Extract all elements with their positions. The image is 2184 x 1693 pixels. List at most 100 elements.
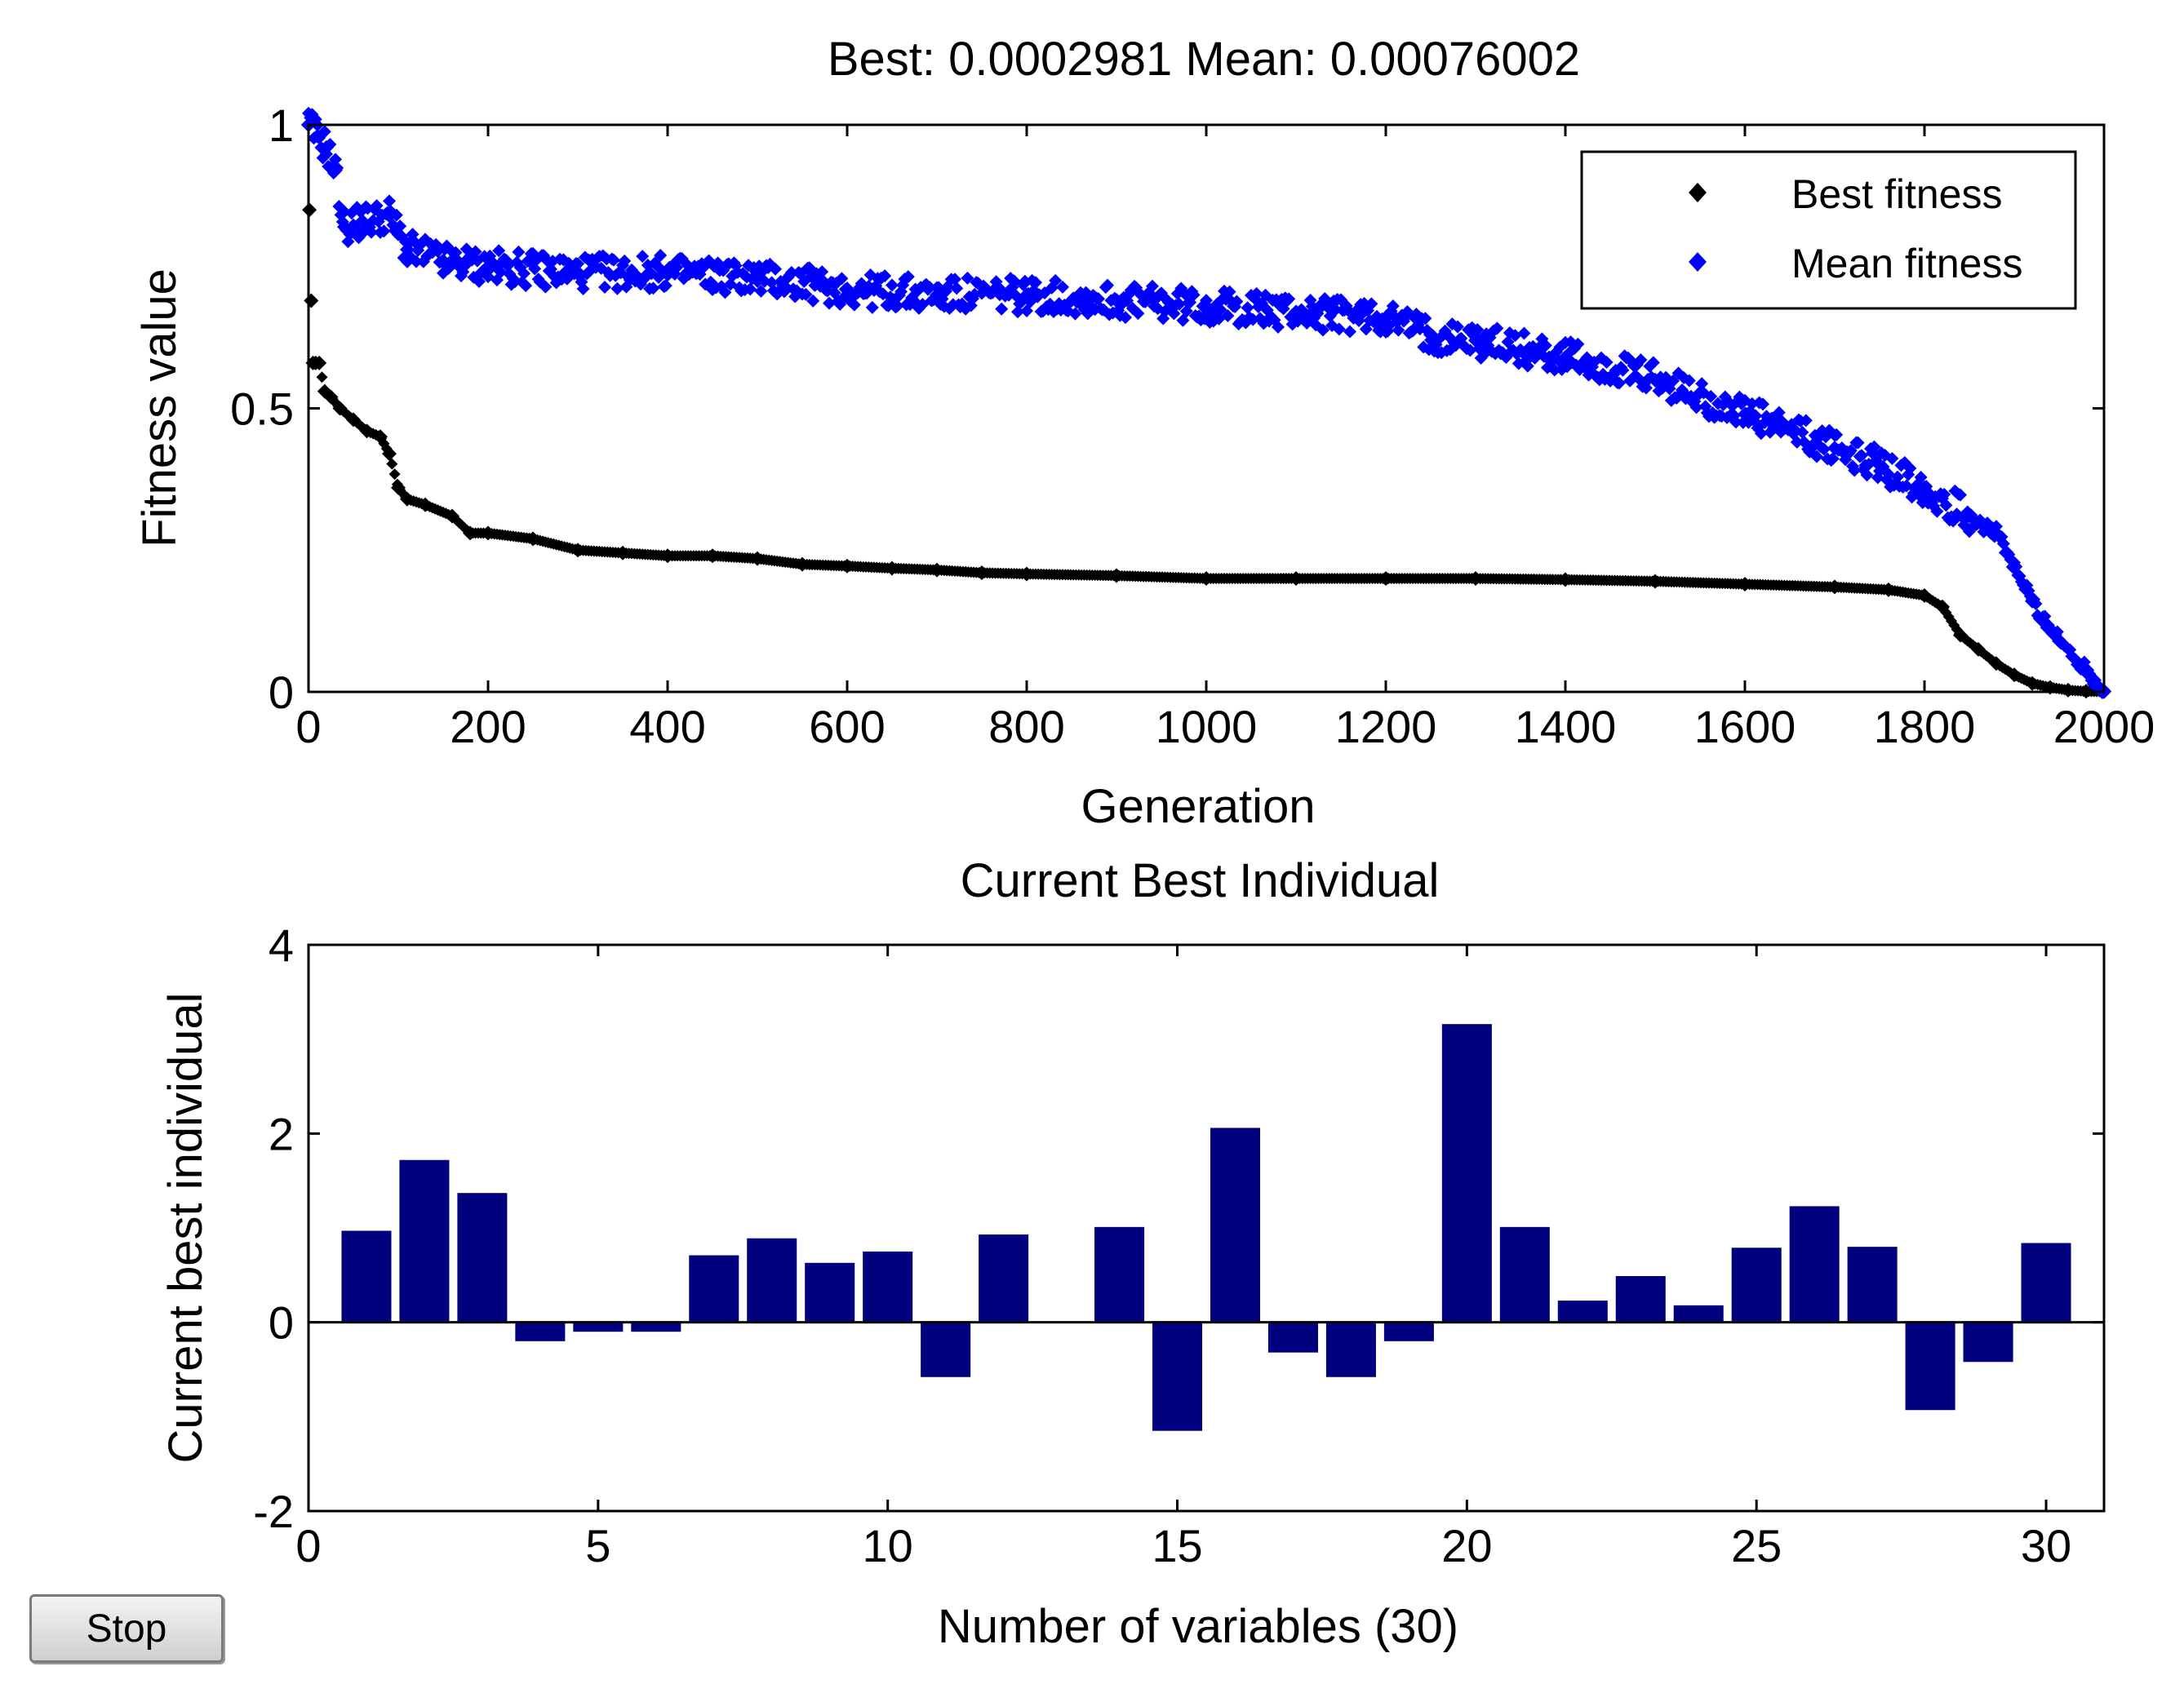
- data-point: [539, 280, 553, 294]
- data-point: [646, 281, 660, 295]
- data-point: [784, 265, 798, 279]
- bar: [631, 1322, 681, 1332]
- data-point: [388, 468, 401, 481]
- best-individual-y-axis-label: Current best individual: [159, 992, 212, 1463]
- data-point: [305, 295, 317, 307]
- fitness-legend: Best fitness Mean fitness: [1580, 150, 2077, 310]
- data-point: [1790, 435, 1804, 449]
- bar: [1267, 1322, 1318, 1353]
- x-tick-label: 200: [450, 701, 526, 752]
- data-point: [1214, 303, 1227, 317]
- data-point: [1810, 450, 1823, 463]
- best-individual-chart: Current Best Individual 0 5 10 15 20 25 30-202…: [159, 854, 2106, 1653]
- best-individual-bars: [341, 1024, 2071, 1431]
- data-point: [1282, 292, 1296, 306]
- data-point: [1848, 463, 1862, 477]
- data-point: [948, 273, 961, 286]
- bar: [573, 1322, 624, 1332]
- bar: [1963, 1322, 2013, 1363]
- data-point: [1386, 299, 1400, 313]
- data-point: [1891, 470, 1904, 484]
- data-point: [1646, 356, 1660, 370]
- data-point: [1817, 442, 1831, 456]
- data-point: [886, 278, 899, 292]
- legend-best-label: Best fitness: [1791, 171, 2002, 217]
- bar: [2021, 1243, 2071, 1323]
- data-point: [865, 300, 879, 314]
- x-tick-label: 2000: [2053, 701, 2155, 752]
- stop-button[interactable]: Stop: [29, 1594, 224, 1663]
- data-point: [377, 224, 391, 238]
- data-point: [323, 137, 337, 151]
- data-point: [1799, 414, 1813, 428]
- data-point: [1930, 504, 1944, 518]
- data-point: [923, 281, 937, 295]
- data-point: [1796, 425, 1809, 439]
- data-point: [1667, 374, 1680, 388]
- data-point: [961, 271, 974, 285]
- bar: [747, 1238, 797, 1323]
- data-point: [1101, 278, 1114, 292]
- bar: [689, 1255, 739, 1323]
- x-tick-label: 1800: [1874, 701, 1976, 752]
- bar: [1905, 1322, 1955, 1411]
- data-point: [1616, 363, 1630, 377]
- best-individual-plot-frame: [307, 943, 2106, 1513]
- legend-mean-label: Mean fitness: [1791, 241, 2022, 286]
- bar: [399, 1159, 450, 1323]
- data-point: [1471, 322, 1485, 336]
- data-point: [393, 219, 407, 233]
- data-point: [1704, 389, 1718, 403]
- data-point: [1914, 471, 1928, 485]
- bar: [341, 1230, 392, 1323]
- data-point: [473, 275, 486, 289]
- data-point: [815, 265, 829, 279]
- legend-best-marker: [1689, 183, 1707, 202]
- x-tick-label: 1400: [1515, 701, 1617, 752]
- data-point: [1939, 499, 1953, 512]
- data-point: [1520, 359, 1534, 373]
- data-point: [1049, 273, 1063, 287]
- data-point: [316, 371, 328, 383]
- bar: [1152, 1322, 1203, 1431]
- data-point: [1695, 377, 1709, 391]
- data-point: [769, 262, 782, 276]
- data-point: [1490, 321, 1504, 335]
- x-tick-label: 0: [295, 701, 321, 752]
- data-point: [1463, 343, 1477, 357]
- data-point: [1547, 363, 1561, 377]
- best-individual-x-axis-label: Number of variables (30): [938, 1600, 1458, 1653]
- data-point: [1885, 451, 1899, 465]
- y-tick-label: 2: [269, 1108, 294, 1159]
- data-point: [1749, 409, 1763, 423]
- fitness-axis-ticks: 0 200 400 600 800 1000 1200 1400 1600 1800 2000 0 0.…: [230, 100, 2155, 752]
- data-point: [1401, 305, 1414, 319]
- data-point: [1343, 325, 1356, 339]
- data-point: [389, 208, 403, 222]
- bar: [1615, 1275, 1666, 1323]
- data-point: [659, 279, 673, 293]
- data-point: [1119, 311, 1132, 325]
- data-point: [1682, 374, 1696, 388]
- bar: [1557, 1301, 1608, 1323]
- x-tick-label: 5: [585, 1520, 610, 1571]
- x-tick-label: 20: [1441, 1520, 1492, 1571]
- data-point: [654, 249, 668, 263]
- y-tick-label: 4: [269, 920, 294, 971]
- data-point: [744, 282, 757, 296]
- y-tick-label: 0: [269, 1297, 294, 1349]
- data-point: [1729, 415, 1742, 429]
- data-point: [1954, 488, 1967, 502]
- data-point: [1365, 297, 1378, 311]
- bar: [515, 1322, 566, 1341]
- y-tick-label: 1: [269, 100, 294, 151]
- fitness-x-axis-label: Generation: [1081, 780, 1316, 833]
- data-point: [517, 267, 530, 281]
- data-point: [508, 275, 522, 289]
- bar: [921, 1322, 971, 1377]
- data-point: [1316, 323, 1329, 337]
- bar: [1499, 1226, 1550, 1323]
- series-mean-fitness: [301, 106, 2111, 700]
- data-point: [370, 199, 384, 213]
